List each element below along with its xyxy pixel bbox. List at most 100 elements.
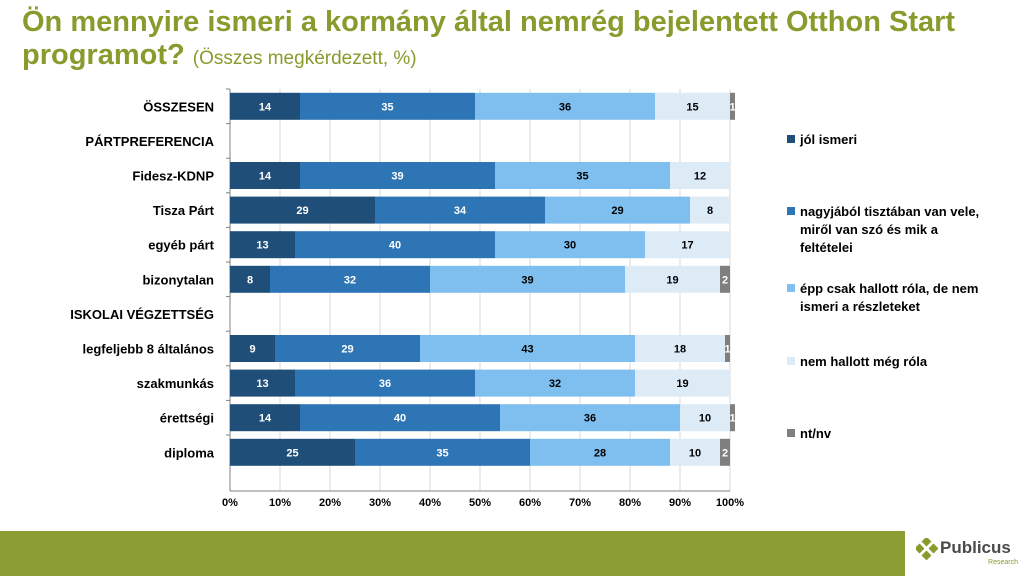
data-label: 10 (689, 447, 701, 459)
legend-label: nagyjából tisztában van vele, miről van s… (800, 204, 979, 255)
bar-segment (495, 231, 645, 259)
bar-segment (295, 231, 495, 259)
bar-segment (645, 231, 730, 259)
data-label: 43 (521, 344, 533, 356)
footer-bar (0, 531, 905, 576)
data-label: 32 (549, 378, 561, 390)
data-label: 35 (576, 171, 588, 183)
bar-segment (230, 404, 300, 432)
bar-segment (670, 438, 720, 466)
bar-segment (420, 335, 635, 362)
x-tick-label: 60% (519, 497, 541, 509)
data-label: 2 (722, 274, 728, 286)
data-label: 36 (584, 413, 596, 425)
data-label: 15 (686, 101, 698, 113)
data-label: 29 (341, 344, 353, 356)
category-label: ÖSSZESEN (143, 99, 214, 114)
data-label: 8 (247, 274, 253, 286)
chart-title: Ön mennyire ismeri a kormány által nemré… (22, 6, 1002, 75)
legend-swatch (787, 429, 795, 437)
bar-segment (230, 438, 355, 466)
data-label: 1 (724, 344, 730, 356)
legend-label: nt/nv (800, 426, 832, 441)
bar-segment (670, 162, 730, 189)
bar-segment (295, 369, 475, 397)
data-label: 13 (256, 240, 268, 252)
category-label: egyéb párt (148, 238, 214, 253)
data-label: 40 (389, 240, 401, 252)
data-label: 13 (256, 378, 268, 390)
bar-segment (300, 404, 500, 432)
bar-segment (300, 162, 495, 189)
category-label: diploma (164, 445, 215, 460)
data-label: 30 (564, 240, 576, 252)
data-label: 17 (681, 240, 693, 252)
data-label: 1 (729, 101, 735, 113)
data-label: 32 (344, 274, 356, 286)
category-label: legfeljebb 8 általános (83, 342, 215, 357)
data-label: 25 (286, 447, 298, 459)
data-label: 10 (699, 413, 711, 425)
bar-segment (545, 196, 690, 224)
bar-segment (230, 265, 270, 293)
bar-segment (375, 196, 545, 224)
x-tick-label: 30% (369, 497, 391, 509)
bar-segment (730, 92, 735, 120)
title-subtitle: (Összes megkérdezett, %) (192, 48, 417, 69)
data-label: 14 (259, 101, 272, 113)
data-label: 18 (674, 344, 686, 356)
bar-segment (495, 162, 670, 189)
bar-segment (725, 335, 730, 362)
data-label: 19 (676, 378, 688, 390)
data-label: 29 (611, 205, 623, 217)
category-label: szakmunkás (137, 376, 214, 391)
data-label: 35 (436, 447, 448, 459)
data-label: 14 (259, 413, 272, 425)
stacked-bar-chart: 0% 10% 20% 30% 40% 50% 60% 70% 80% 90% 100% ÖSSZESE… (70, 88, 979, 509)
title-main: Ön mennyire ismeri a kormány által nemré… (22, 6, 956, 71)
bar-segment (230, 162, 300, 189)
bar-segment (475, 92, 655, 120)
bar-segment (655, 92, 730, 120)
x-tick-label: 100% (716, 497, 744, 509)
x-tick-label: 20% (319, 497, 341, 509)
data-label: 36 (379, 378, 391, 390)
bar-segment (230, 231, 295, 259)
legend-swatch (787, 207, 795, 215)
legend-label: jól ismeri (799, 132, 857, 147)
legend-label: nem hallott még róla (800, 354, 928, 369)
x-tick-label: 70% (569, 497, 591, 509)
bar-segment (635, 369, 730, 397)
category-label: érettségi (160, 411, 214, 426)
data-label: 39 (391, 171, 403, 183)
x-tick-label: 0% (222, 497, 238, 509)
bar-segment (625, 265, 720, 293)
bar-segment (730, 404, 735, 432)
category-label: Fidesz-KDNP (132, 169, 214, 184)
bar-segment (720, 438, 730, 466)
bar-segment (270, 265, 430, 293)
bar-segment (530, 438, 670, 466)
x-tick-label: 40% (419, 497, 441, 509)
bar-segment (430, 265, 625, 293)
data-label: 40 (394, 413, 406, 425)
data-label: 19 (666, 274, 678, 286)
bar-segment (230, 369, 295, 397)
publicus-logo: Publicus Research (916, 536, 1020, 572)
data-label: 12 (694, 171, 706, 183)
bar-segment (355, 438, 530, 466)
logo-subtitle: Research (988, 559, 1018, 566)
data-label: 14 (259, 171, 272, 183)
category-label: Tisza Párt (153, 203, 215, 218)
bar-segment (720, 265, 730, 293)
legend-swatch (787, 357, 795, 365)
data-label: 35 (381, 101, 393, 113)
data-label: 36 (559, 101, 571, 113)
data-label: 1 (729, 413, 735, 425)
category-label: PÁRTPREFERENCIA (85, 134, 214, 149)
x-tick-label: 80% (619, 497, 641, 509)
bar-segment (475, 369, 635, 397)
legend-swatch (787, 135, 795, 143)
bar-segment (275, 335, 420, 362)
bar-segment (680, 404, 730, 432)
